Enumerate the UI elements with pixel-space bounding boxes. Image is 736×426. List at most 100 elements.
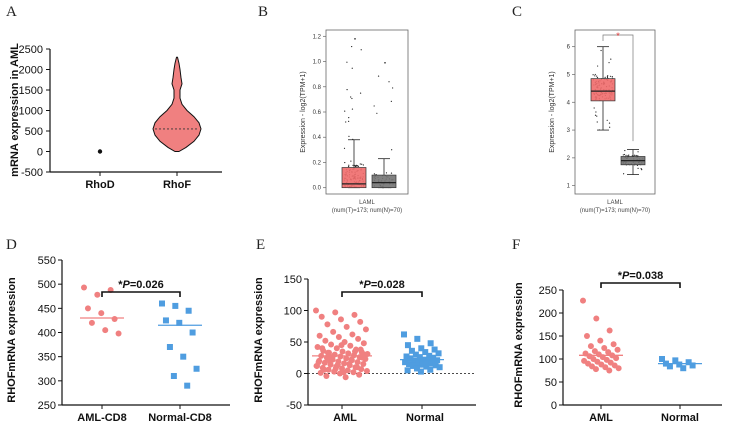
- panel-panelF-y-tick-label: 100: [539, 354, 557, 366]
- panel-panelC-jitter-point: [609, 126, 611, 128]
- panel-panelE-point-aml: [343, 355, 350, 362]
- panel-panelF-point-aml: [583, 333, 590, 339]
- panel-panelF-point-normal: [685, 359, 692, 366]
- panel-b-frame: [325, 29, 409, 195]
- panel-panelC-jitter-point: [634, 154, 636, 156]
- panel-panelF-point-aml: [602, 364, 609, 371]
- panel-panelE-y-tick-label: 100: [284, 306, 302, 318]
- panel-a-category-rhod: RhoD: [85, 179, 114, 191]
- panel-panelB-jitter-point: [354, 165, 356, 167]
- panel-f-scatter-chart: RHOFmRNA expression AML Normal 0 50 100 150…: [513, 270, 722, 424]
- panel-panelE-y-tick-label: 0: [296, 369, 302, 381]
- panel-panelB-jitter-point: [350, 160, 352, 162]
- panel-panelB-jitter-point: [385, 172, 388, 174]
- panel-panelB-jitter-point: [344, 110, 346, 112]
- panel-a-rhof-violin: [152, 56, 202, 152]
- panel-panelD-point-normal-cd8: [166, 344, 173, 350]
- panel-panelC-jitter-point: [623, 173, 625, 175]
- panel-panelE-point-normal: [414, 335, 421, 342]
- panel-panelD-point-aml-cd8: [88, 319, 95, 326]
- panel-panelE-point-aml: [313, 362, 320, 369]
- panel-panelF-point-aml: [592, 366, 599, 373]
- panel-panelF-point-aml: [593, 315, 600, 322]
- panel-panelC-jitter-point: [594, 73, 596, 76]
- panel-panelE-point-aml: [343, 323, 350, 330]
- panel-panelE-point-aml: [346, 361, 353, 368]
- panel-panelC-jitter-point: [640, 168, 642, 170]
- panel-panelD-p-value: *P=0.026: [118, 279, 164, 291]
- panel-b-group-label: LAML: [359, 200, 375, 206]
- panel-panelD-point-normal-cd8: [184, 382, 191, 389]
- panel-panelD-y-tick-label: 250: [38, 400, 56, 412]
- panel-label-b: B: [258, 4, 268, 20]
- panel-panelB-jitter-point: [351, 108, 354, 110]
- panel-panelE-point-aml: [341, 360, 348, 367]
- panel-panelD-point-aml-cd8: [84, 305, 91, 312]
- panel-panelD-point-aml-cd8: [111, 315, 118, 322]
- panel-panelB-jitter-point: [392, 87, 394, 89]
- panel-panelC-jitter-point: [592, 74, 594, 76]
- panel-panelD-sig-bracket: [101, 291, 181, 297]
- panel-panelE-point-aml: [355, 335, 362, 342]
- panel-panelE-point-aml: [321, 366, 328, 373]
- panel-panelE-point-aml: [316, 332, 323, 339]
- panel-panelD-y-tick-label: 500: [38, 279, 56, 291]
- panel-panelC-y-tick-label: 3: [567, 128, 571, 134]
- panel-panelE-point-normal: [436, 364, 443, 371]
- panel-panelD-point-aml-cd8: [81, 284, 87, 291]
- panel-panelB-jitter-point: [348, 135, 350, 138]
- panel-panelF-point-normal: [676, 361, 683, 368]
- panel-panelC-jitter-point: [608, 62, 610, 64]
- panel-a-y-tick-label: 0: [37, 147, 43, 159]
- panel-panelE-point-aml: [333, 345, 340, 352]
- panel-panelC-jitter-point: [637, 167, 639, 169]
- panel-panelE-point-normal: [428, 360, 435, 367]
- panel-panelB-jitter-point: [362, 164, 364, 166]
- panel-panelC-jitter-point: [641, 169, 643, 171]
- panel-e-scatter-chart: RHOFmRNA expression AML Normal -50 0 50 100…: [253, 274, 476, 424]
- panel-panelC-jitter-point: [606, 119, 608, 121]
- panel-label-f: F: [512, 237, 520, 253]
- panel-panelB-jitter-point: [377, 75, 380, 77]
- panel-panelF-p-value: *P=0.038: [618, 270, 664, 282]
- panel-b-y-label: Expression - log2(TPM+1): [300, 71, 307, 153]
- panel-panelC-jitter-point: [609, 75, 612, 77]
- panel-panelF-point-aml: [605, 349, 612, 356]
- panel-panelB-box-normal: [371, 174, 397, 189]
- panel-panelE-point-aml: [330, 328, 337, 335]
- panel-panelC-jitter-point: [628, 154, 630, 156]
- panel-panelC-jitter-point: [596, 75, 598, 77]
- panel-panelC-jitter-point: [610, 58, 612, 60]
- panel-panelE-point-aml: [325, 366, 332, 373]
- panel-panelF-point-aml: [597, 337, 604, 344]
- panel-panelD-y-tick-label: 550: [38, 255, 56, 267]
- panel-a-y-tick-label: 500: [25, 126, 43, 138]
- panel-panelE-point-aml: [354, 364, 361, 371]
- panel-panelB-jitter-point: [351, 97, 353, 100]
- panel-panelC-jitter-point: [597, 65, 599, 67]
- panel-panelF-point-aml: [580, 297, 586, 304]
- panel-panelE-point-normal: [413, 365, 420, 372]
- panel-panelE-point-aml: [357, 346, 364, 353]
- panel-panelC-jitter-point: [604, 76, 606, 78]
- panel-panelF-y-tick-label: 200: [539, 308, 557, 320]
- panel-panelE-point-aml: [360, 361, 367, 368]
- panel-panelE-point-normal: [402, 359, 409, 366]
- panel-panelE-point-aml: [362, 326, 369, 333]
- panel-panelB-y-tick-label: 0.2: [313, 160, 322, 166]
- panel-panelC-jitter-point: [622, 154, 624, 156]
- panel-panelB-y-tick-label: 0.6: [313, 110, 322, 116]
- panel-panelD-point-aml-cd8: [98, 310, 105, 317]
- panel-panelE-point-normal: [408, 347, 415, 354]
- panel-panelB-y-tick-label: 1.0: [313, 60, 322, 66]
- panel-panelB-y-tick-label: 0.8: [313, 85, 322, 91]
- panel-panelB-jitter-point: [346, 89, 348, 91]
- panel-panelB-y-tick-label: 0.0: [313, 186, 322, 192]
- panel-panelB-jitter-point: [355, 164, 357, 167]
- panel-panelB-jitter-point: [359, 92, 362, 94]
- panel-panelB-jitter-point: [373, 105, 375, 107]
- panel-panelF-point-aml: [615, 365, 622, 372]
- panel-panelE-point-normal: [427, 366, 434, 373]
- panel-panelF-point-aml: [587, 343, 594, 350]
